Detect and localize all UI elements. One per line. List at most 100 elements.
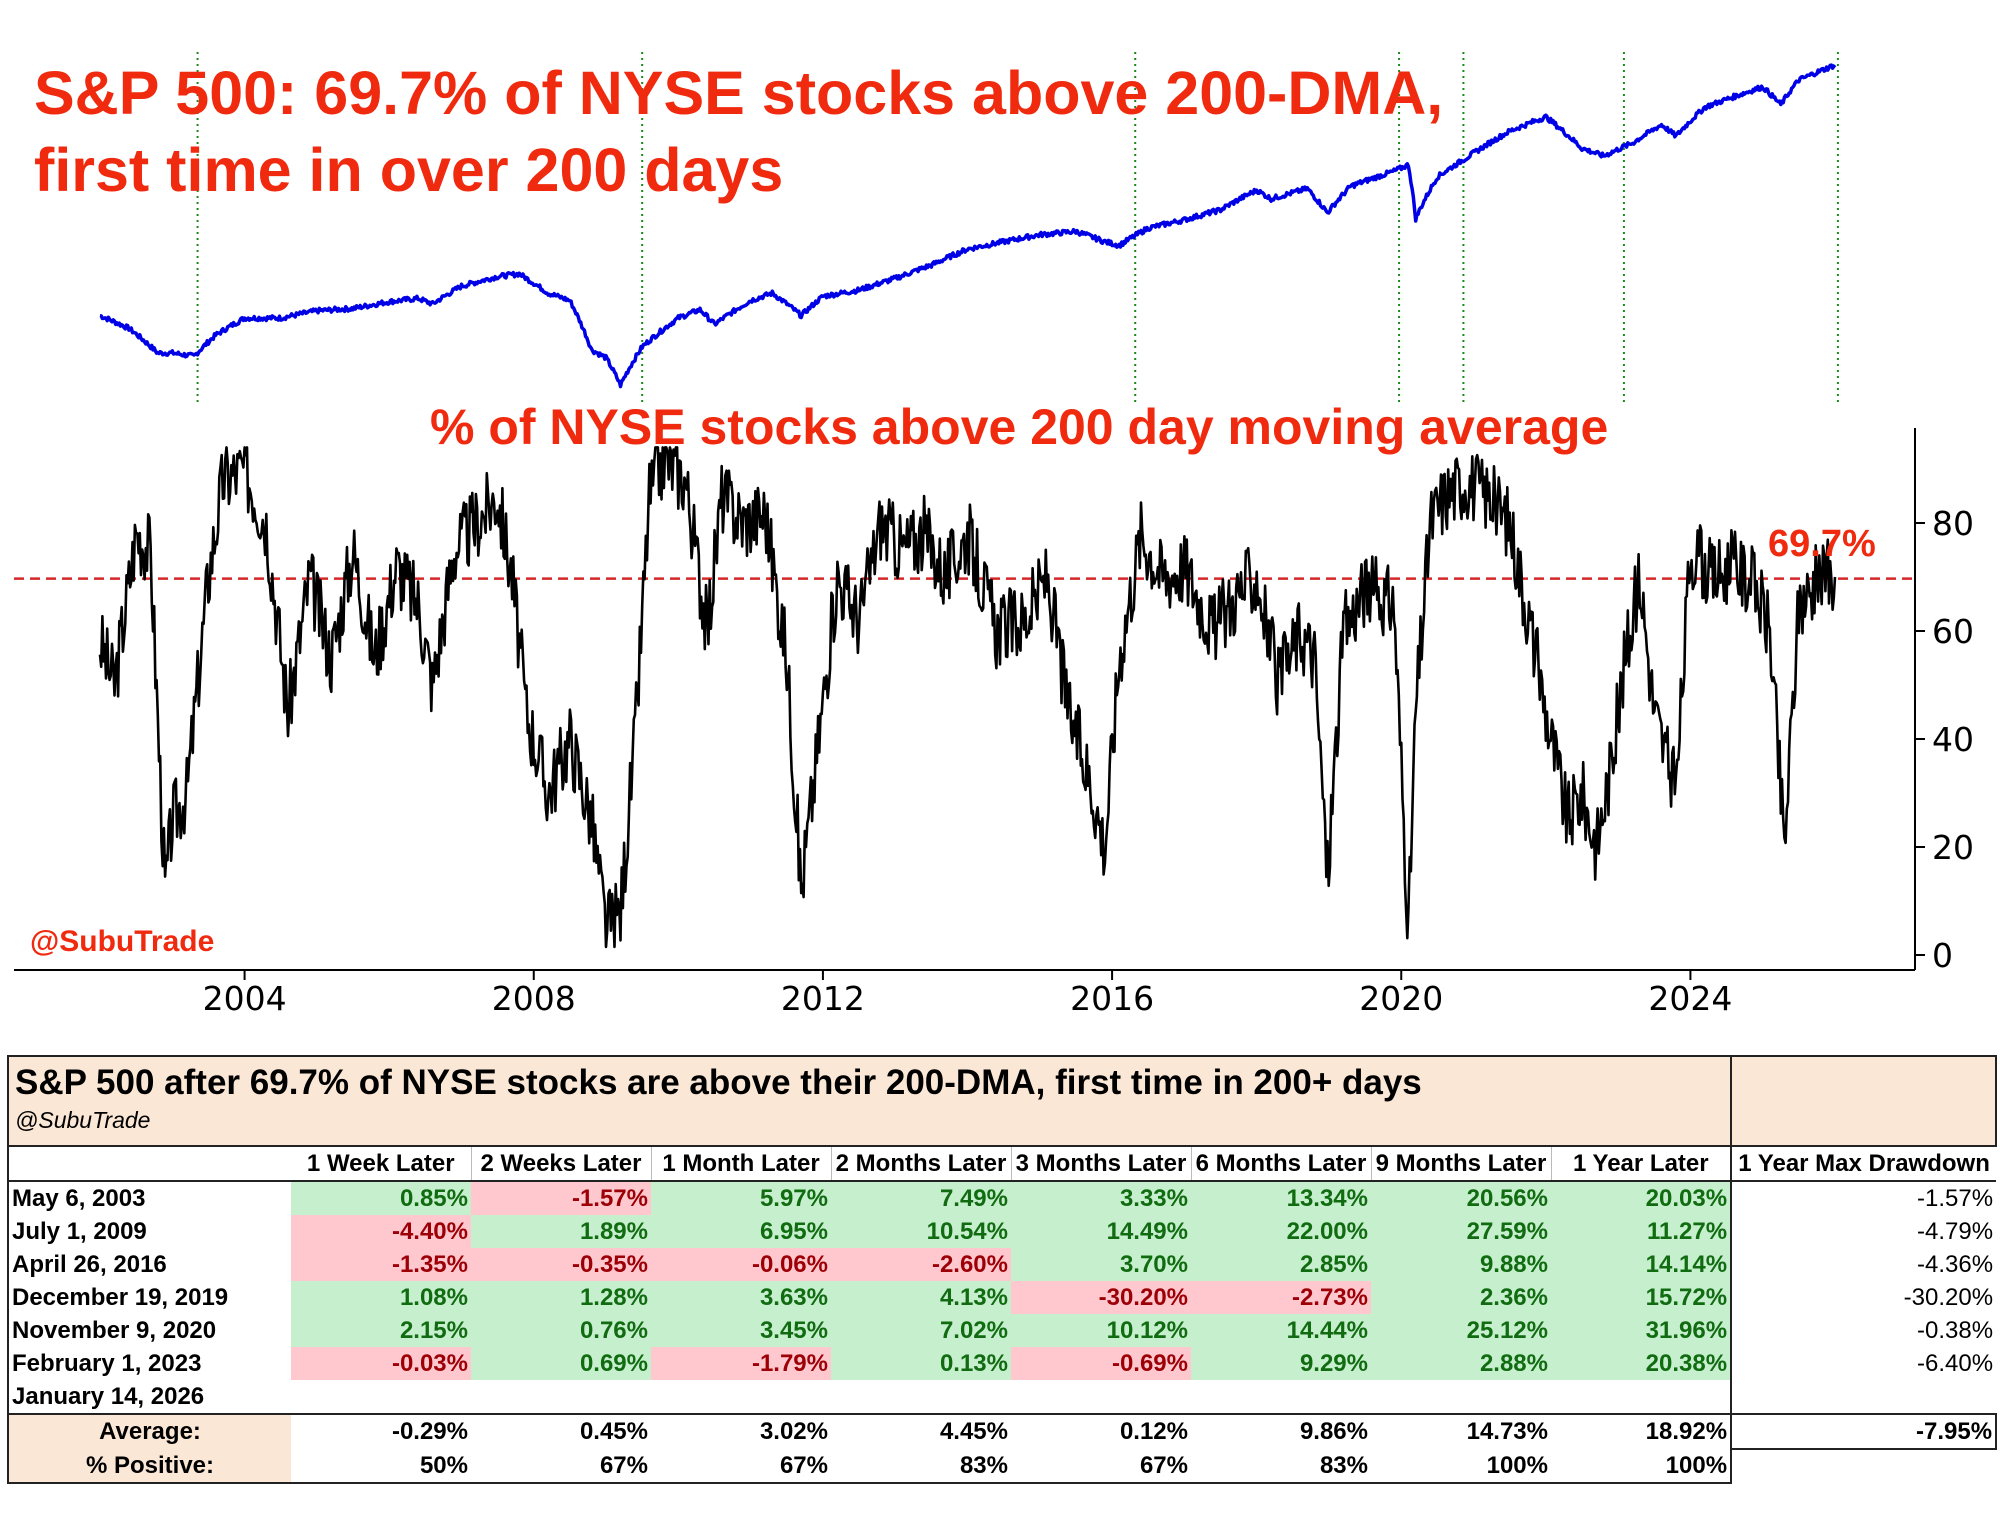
column-header-2: 1 Month Later: [651, 1146, 832, 1182]
cell-r6-c5: [1191, 1380, 1371, 1414]
y-tick-label-60: 60: [1932, 612, 1974, 651]
cell-r1-c1: 1.89%: [471, 1215, 651, 1248]
cell-r0-c6: 20.56%: [1371, 1181, 1551, 1215]
cell-r2-c6: 9.88%: [1371, 1248, 1551, 1281]
cell-r1-c5: 22.00%: [1191, 1215, 1371, 1248]
cell-r6-c6: [1371, 1380, 1551, 1414]
cell-r6-c8: [1730, 1380, 1997, 1414]
average-c7: 18.92%: [1551, 1413, 1732, 1449]
chart-area: 0 20 40 60 80 2004 2008 2012 2016 2020 2024 S&P 50…: [14, 52, 1974, 1018]
reference-line-label: 69.7%: [1768, 523, 1876, 565]
cell-r3-c4: -30.20%: [1011, 1281, 1191, 1314]
y-tick-label-0: 0: [1932, 936, 1953, 975]
row-date-2: April 26, 2016: [12, 1250, 167, 1278]
positive-c8-blank: [1731, 1449, 1996, 1483]
cell-r5-c8: -6.40%: [1730, 1347, 1997, 1380]
breadth-line: [98, 446, 1837, 949]
row-date-4: November 9, 2020: [12, 1316, 217, 1344]
column-header-row: 1 Week Later 2 Weeks Later 1 Month Later 2 …: [8, 1146, 1997, 1182]
row-date-0: May 6, 2003: [12, 1184, 146, 1212]
cell-r4-c8: -0.38%: [1730, 1314, 1997, 1347]
column-header-1: 2 Weeks Later: [471, 1146, 652, 1182]
cell-r6-c3: [831, 1380, 1011, 1414]
cell-r3-c7: 15.72%: [1551, 1281, 1732, 1314]
cell-r2-c1: -0.35%: [471, 1248, 651, 1281]
table-row: December 19, 2019 1.08% 1.28% 3.63% 4.13% -30…: [8, 1281, 1997, 1314]
cell-r0-c7: 20.03%: [1551, 1181, 1732, 1215]
table-row: November 9, 2020 2.15% 0.76% 3.45% 7.02% 10.1…: [8, 1314, 1997, 1347]
cell-r6-c0: [291, 1380, 471, 1414]
cell-r3-c3: 4.13%: [831, 1281, 1011, 1314]
cell-r1-c2: 6.95%: [651, 1215, 831, 1248]
cell-r3-c8: -30.20%: [1730, 1281, 1997, 1314]
x-tick-label-2016: 2016: [1070, 979, 1154, 1018]
x-tick-label-2024: 2024: [1648, 979, 1732, 1018]
cell-r2-c8: -4.36%: [1730, 1248, 1997, 1281]
cell-r1-c4: 14.49%: [1011, 1215, 1191, 1248]
column-header-8: 1 Year Max Drawdown: [1730, 1146, 1997, 1182]
positive-label: % Positive:: [8, 1449, 291, 1484]
cell-r4-c6: 25.12%: [1371, 1314, 1551, 1347]
column-header-blank: [8, 1146, 291, 1182]
average-row: Average: -0.29% 0.45% 3.02% 4.45% 0.12% 9.86% 1…: [8, 1413, 1998, 1450]
cell-r5-c0: -0.03%: [291, 1347, 471, 1380]
author-handle: @SubuTrade: [30, 925, 215, 958]
cell-r4-c7: 31.96%: [1551, 1314, 1732, 1347]
row-date-5: February 1, 2023: [12, 1349, 202, 1377]
column-header-4: 3 Months Later: [1011, 1146, 1192, 1182]
row-date-6: January 14, 2026: [12, 1382, 205, 1410]
average-c4: 0.12%: [1011, 1413, 1191, 1449]
positive-row: % Positive: 50% 67% 67% 83% 67% 83% 100% 100%: [8, 1449, 1996, 1484]
positive-c2: 67%: [651, 1449, 831, 1484]
cell-r5-c7: 20.38%: [1551, 1347, 1732, 1380]
cell-r2-c4: 3.70%: [1011, 1248, 1191, 1281]
cell-r2-c2: -0.06%: [651, 1248, 831, 1281]
cell-r5-c1: 0.69%: [471, 1347, 651, 1380]
cell-r3-c2: 3.63%: [651, 1281, 831, 1314]
cell-r6-c4: [1011, 1380, 1191, 1414]
cell-r4-c4: 10.12%: [1011, 1314, 1191, 1347]
cell-r4-c0: 2.15%: [291, 1314, 471, 1347]
x-tick-label-2004: 2004: [203, 979, 287, 1018]
cell-r3-c5: -2.73%: [1191, 1281, 1371, 1314]
breadth-chart-title: % of NYSE stocks above 200 day moving av…: [430, 399, 1609, 455]
average-label: Average:: [8, 1413, 291, 1449]
main-title-line1: S&P 500: 69.7% of NYSE stocks above 200-…: [34, 59, 1444, 127]
cell-r6-c1: [471, 1380, 651, 1414]
table-title: S&P 500 after 69.7% of NYSE stocks are a…: [15, 1063, 1422, 1102]
table-row: January 14, 2026: [8, 1380, 1997, 1414]
cell-r5-c5: 9.29%: [1191, 1347, 1371, 1380]
cell-r6-c7: [1551, 1380, 1731, 1414]
table-row: April 26, 2016 -1.35% -0.35% -0.06% -2.60% 3.…: [8, 1248, 1997, 1281]
column-header-0: 1 Week Later: [291, 1146, 472, 1182]
average-c2: 3.02%: [651, 1413, 831, 1449]
positive-c3: 83%: [831, 1449, 1011, 1484]
column-header-7: 1 Year Later: [1551, 1146, 1732, 1182]
cell-r1-c6: 27.59%: [1371, 1215, 1551, 1248]
cell-r1-c7: 11.27%: [1551, 1215, 1732, 1248]
table-row: May 6, 2003 0.85% -1.57% 5.97% 7.49% 3.33% 13.…: [8, 1181, 1997, 1215]
positive-c1: 67%: [471, 1449, 651, 1484]
x-tick-label-2020: 2020: [1359, 979, 1443, 1018]
x-tick-label-2012: 2012: [781, 979, 865, 1018]
cell-r5-c3: 0.13%: [831, 1347, 1011, 1380]
column-header-6: 9 Months Later: [1371, 1146, 1552, 1182]
cell-r3-c6: 2.36%: [1371, 1281, 1551, 1314]
cell-r2-c3: -2.60%: [831, 1248, 1011, 1281]
main-title-line2: first time in over 200 days: [34, 136, 784, 204]
cell-r3-c0: 1.08%: [291, 1281, 471, 1314]
average-c1: 0.45%: [471, 1413, 651, 1449]
y-tick-label-80: 80: [1932, 504, 1974, 543]
cell-r2-c5: 2.85%: [1191, 1248, 1371, 1281]
stats-table-body: S&P 500 after 69.7% of NYSE stocks are a…: [6, 1055, 1998, 1484]
cell-r6-c2: [651, 1380, 831, 1414]
cell-r1-c8: -4.79%: [1730, 1215, 1997, 1248]
cell-r0-c1: -1.57%: [471, 1181, 651, 1215]
average-c6: 14.73%: [1371, 1413, 1551, 1449]
cell-r0-c4: 3.33%: [1011, 1181, 1191, 1215]
stats-table: S&P 500 after 69.7% of NYSE stocks are a…: [6, 1055, 1998, 1484]
cell-r0-c5: 13.34%: [1191, 1181, 1371, 1215]
sp500-line: [99, 63, 1837, 389]
cell-r4-c1: 0.76%: [471, 1314, 651, 1347]
cell-r5-c4: -0.69%: [1011, 1347, 1191, 1380]
